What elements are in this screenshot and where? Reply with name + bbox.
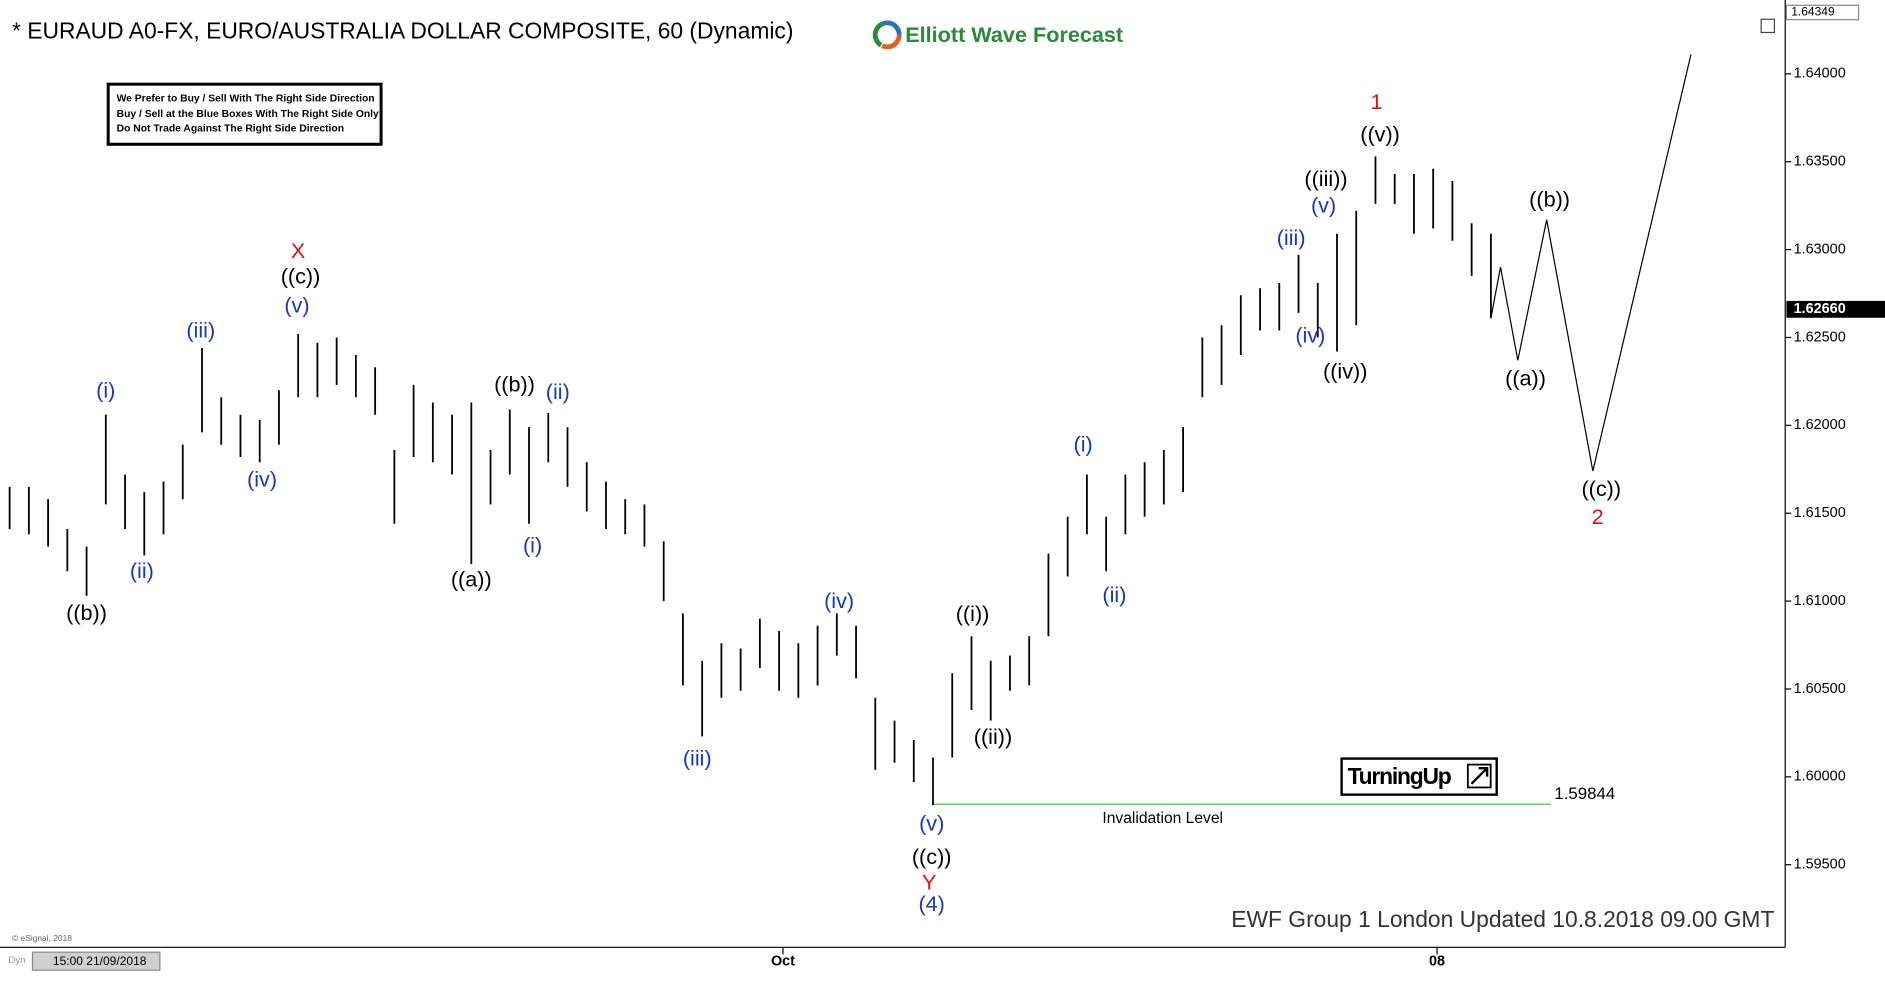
y-tick-label: 1.63000 bbox=[1794, 241, 1846, 257]
wave-label: ((b)) bbox=[1529, 186, 1570, 211]
logo-text: Elliott Wave Forecast bbox=[905, 22, 1123, 47]
wave-label: (iii) bbox=[1277, 225, 1306, 250]
panel-icon bbox=[1760, 18, 1776, 34]
wave-label: ((iv)) bbox=[1323, 358, 1367, 383]
wave-label: ((c)) bbox=[1581, 476, 1621, 501]
wave-label: ((ii)) bbox=[974, 724, 1012, 749]
wave-label: (ii) bbox=[546, 379, 570, 404]
wave-label: (ii) bbox=[1102, 582, 1126, 607]
wave-label: (iii) bbox=[683, 746, 712, 771]
wave-label: (v) bbox=[284, 292, 309, 317]
badge-text: TurningUp bbox=[1348, 763, 1452, 789]
wave-label: ((a)) bbox=[1505, 366, 1546, 391]
wave-label: (4) bbox=[918, 891, 944, 916]
wave-label: (iv) bbox=[247, 467, 277, 492]
x-tick-label: Oct bbox=[771, 954, 795, 970]
wave-label: (iv) bbox=[1295, 322, 1325, 347]
wave-label: (v) bbox=[1311, 193, 1336, 218]
y-tick-label: 1.60500 bbox=[1794, 681, 1846, 697]
wave-label: (iii) bbox=[186, 318, 215, 343]
wave-label: (i) bbox=[523, 533, 542, 558]
y-tick-label: 1.62500 bbox=[1794, 329, 1846, 345]
plot: 1.59500 1.60000 1.60500 1.61000 1.61500 1.620… bbox=[8, 4, 1885, 970]
y-tick-label: 1.63500 bbox=[1794, 154, 1846, 170]
wave-label: ((v)) bbox=[1360, 122, 1400, 147]
chart-title: * EURAUD A0-FX, EURO/AUSTRALIA DOLLAR CO… bbox=[12, 18, 793, 44]
cursor-tag: Dyn bbox=[8, 955, 25, 966]
wave-label: ((c)) bbox=[912, 844, 952, 869]
price-box bbox=[1785, 4, 1860, 21]
note-line: Buy / Sell at the Blue Boxes With The Ri… bbox=[117, 109, 379, 120]
wave-label: (ii) bbox=[130, 558, 154, 583]
last-price-box bbox=[1786, 300, 1885, 318]
cursor-box bbox=[31, 951, 161, 971]
note-line: We Prefer to Buy / Sell With The Right S… bbox=[117, 93, 375, 104]
note-line: Do Not Trade Against The Right Side Dire… bbox=[117, 123, 344, 134]
wave-label: ((c)) bbox=[281, 263, 321, 288]
wave-label: Y bbox=[922, 869, 936, 894]
wave-label: (i) bbox=[96, 378, 115, 403]
price-box-label: 1.64349 bbox=[1791, 5, 1835, 19]
wave-label: ((iii)) bbox=[1304, 166, 1347, 191]
wave-label: ((b)) bbox=[66, 600, 107, 625]
note-box bbox=[106, 82, 383, 146]
badge-arrow bbox=[1470, 766, 1489, 785]
wave-label: ((b)) bbox=[494, 372, 535, 397]
cursor-time: 15:00 21/09/2018 bbox=[53, 954, 147, 968]
y-tick-label: 1.62000 bbox=[1794, 417, 1846, 433]
wave-label: X bbox=[291, 238, 305, 263]
logo-icon bbox=[872, 20, 902, 50]
wave-label: (i) bbox=[1074, 432, 1093, 457]
logo-icon bbox=[872, 20, 902, 50]
logo: Elliott Wave Forecast bbox=[872, 20, 1123, 50]
badge: TurningUp bbox=[1340, 757, 1498, 796]
copyright: © eSignal, 2018 bbox=[12, 933, 72, 943]
wave-label: (iv) bbox=[824, 588, 854, 613]
invalidation-value: 1.59844 bbox=[1554, 784, 1615, 803]
y-tick-label: 1.64000 bbox=[1794, 66, 1846, 82]
wave-label: 1 bbox=[1370, 89, 1382, 114]
y-tick-label: 1.61000 bbox=[1794, 593, 1846, 609]
wave-label: (v) bbox=[919, 810, 944, 835]
projection-path bbox=[1490, 54, 1692, 472]
y-tick-label: 1.59500 bbox=[1794, 857, 1846, 873]
wave-label: ((i)) bbox=[956, 601, 990, 626]
y-tick-label: 1.61500 bbox=[1794, 505, 1846, 521]
invalidation-label: Invalidation Level bbox=[1102, 810, 1223, 827]
y-tick-label: 1.60000 bbox=[1794, 769, 1846, 785]
footer: EWF Group 1 London Updated 10.8.2018 09.… bbox=[1231, 906, 1774, 932]
last-price-label: 1.62660 bbox=[1794, 301, 1846, 317]
wave-label: 2 bbox=[1592, 504, 1604, 529]
x-tick-label: 08 bbox=[1429, 954, 1445, 970]
wave-label: ((a)) bbox=[451, 566, 492, 591]
